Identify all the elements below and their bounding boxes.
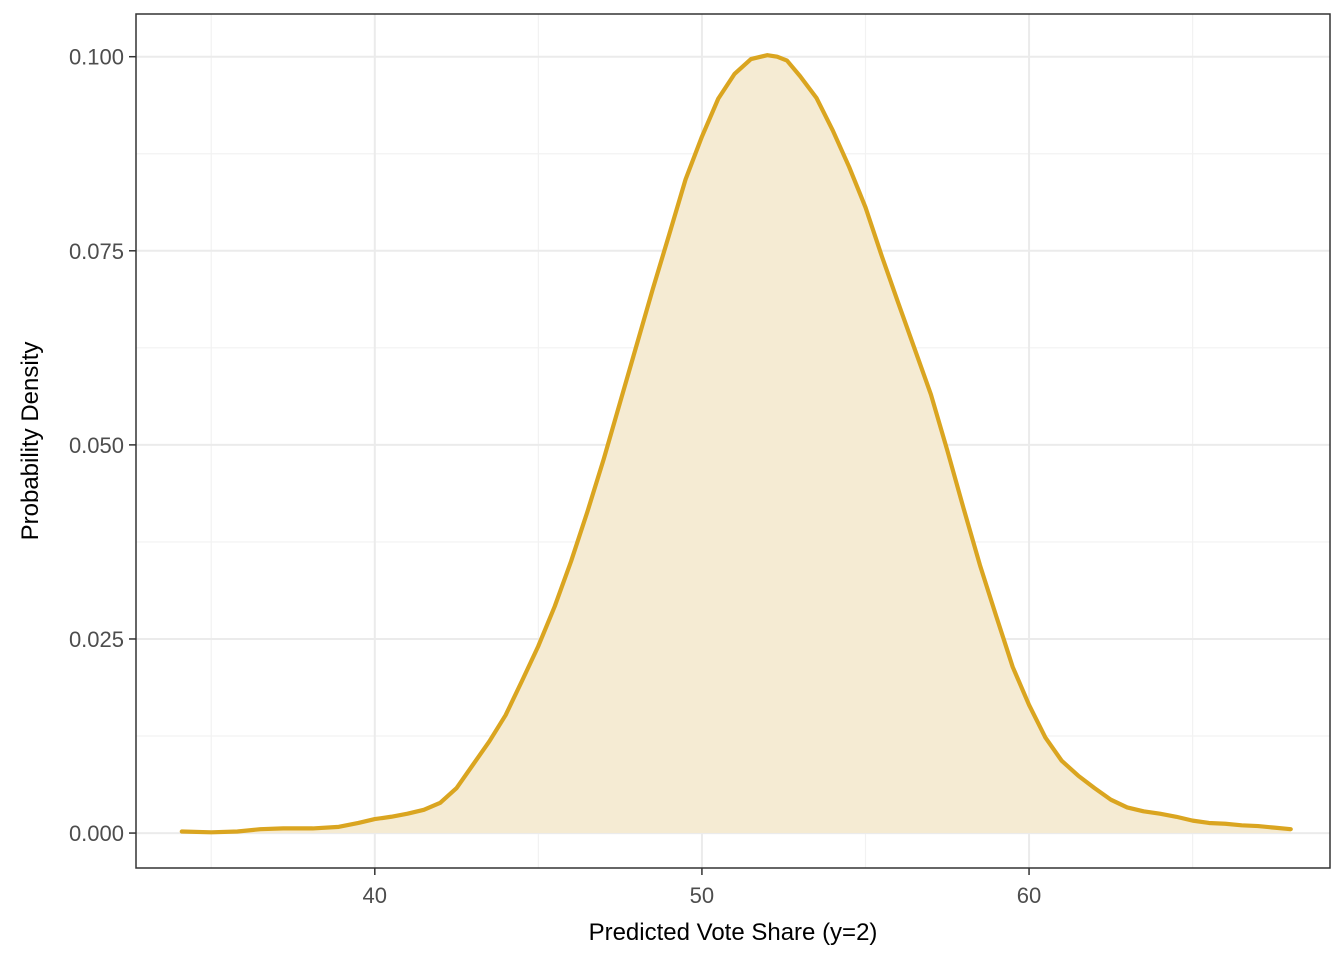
plot-panel-border	[135, 13, 1331, 869]
y-axis-title: Probability Density	[17, 342, 44, 541]
y-axis: 0.000 0.025 0.050 0.075 0.100	[69, 45, 136, 846]
y-tick-label: 0.050	[69, 433, 124, 458]
x-axis: 40 50 60	[363, 868, 1041, 908]
y-tick-label: 0.075	[69, 239, 124, 264]
y-tick-label: 0.025	[69, 627, 124, 652]
x-tick-label: 40	[363, 883, 387, 908]
y-tick-label: 0.000	[69, 821, 124, 846]
density-area-fill	[181, 55, 1291, 834]
x-axis-title: Predicted Vote Share (y=2)	[589, 919, 878, 946]
x-tick-label: 60	[1017, 883, 1041, 908]
density-curve-line	[179, 53, 1293, 835]
y-tick-label: 0.100	[69, 45, 124, 70]
x-tick-label: 50	[690, 883, 714, 908]
